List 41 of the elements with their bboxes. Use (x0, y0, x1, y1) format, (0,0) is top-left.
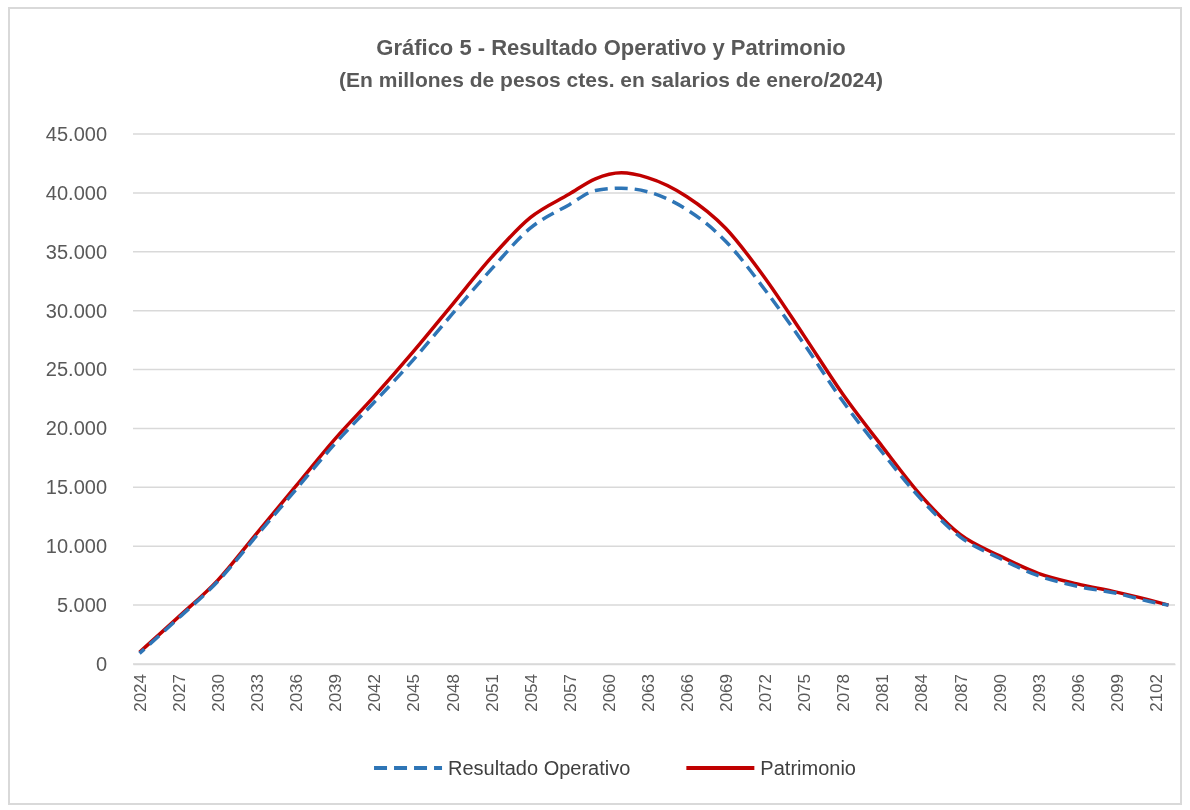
y-tick-label: 10.000 (45, 535, 107, 558)
x-tick-label: 2051 (482, 674, 502, 712)
y-tick-label: 0 (95, 652, 107, 675)
x-tick-label: 2072 (756, 674, 776, 712)
x-tick-label: 2039 (326, 674, 346, 712)
y-tick-label: 30.000 (45, 299, 107, 322)
y-tick-label: 40.000 (45, 181, 107, 204)
y-tick-label: 5.000 (56, 594, 107, 617)
x-tick-label: 2096 (1068, 674, 1088, 712)
x-tick-label: 2048 (443, 674, 463, 712)
x-tick-label: 2027 (170, 674, 190, 712)
x-tick-label: 2054 (521, 674, 541, 712)
x-tick-label: 2060 (599, 674, 619, 712)
x-tick-label: 2066 (678, 674, 698, 712)
x-tick-label: 2033 (248, 674, 268, 712)
x-tick-label: 2075 (795, 674, 815, 712)
y-tick-label: 45.000 (45, 122, 107, 145)
x-tick-label: 2024 (130, 674, 150, 712)
x-tick-label: 2099 (1107, 674, 1127, 712)
x-tick-label: 2087 (951, 674, 971, 712)
x-tick-label: 2102 (1146, 674, 1166, 712)
x-tick-label: 2030 (209, 674, 229, 712)
x-tick-label: 2045 (404, 674, 424, 712)
legend-label: Patrimonio (760, 757, 856, 779)
x-tick-label: 2078 (834, 674, 854, 712)
chart-title: Gráfico 5 - Resultado Operativo y Patrimonio (376, 35, 846, 60)
x-tick-label: 2090 (990, 674, 1010, 712)
y-tick-label: 35.000 (45, 240, 107, 263)
y-tick-label: 25.000 (45, 358, 107, 381)
y-tick-label: 20.000 (45, 417, 107, 440)
x-tick-label: 2036 (287, 674, 307, 712)
x-tick-label: 2093 (1029, 674, 1049, 712)
x-tick-label: 2081 (873, 674, 893, 712)
x-tick-label: 2057 (560, 674, 580, 712)
legend-label: Resultado Operativo (448, 757, 631, 779)
x-tick-label: 2069 (717, 674, 737, 712)
x-tick-label: 2084 (912, 674, 932, 712)
x-tick-label: 2063 (638, 674, 658, 712)
x-tick-label: 2042 (365, 674, 385, 712)
chart-subtitle: (En millones de pesos ctes. en salarios de enero/2024) (339, 68, 883, 91)
y-tick-label: 15.000 (45, 476, 107, 499)
